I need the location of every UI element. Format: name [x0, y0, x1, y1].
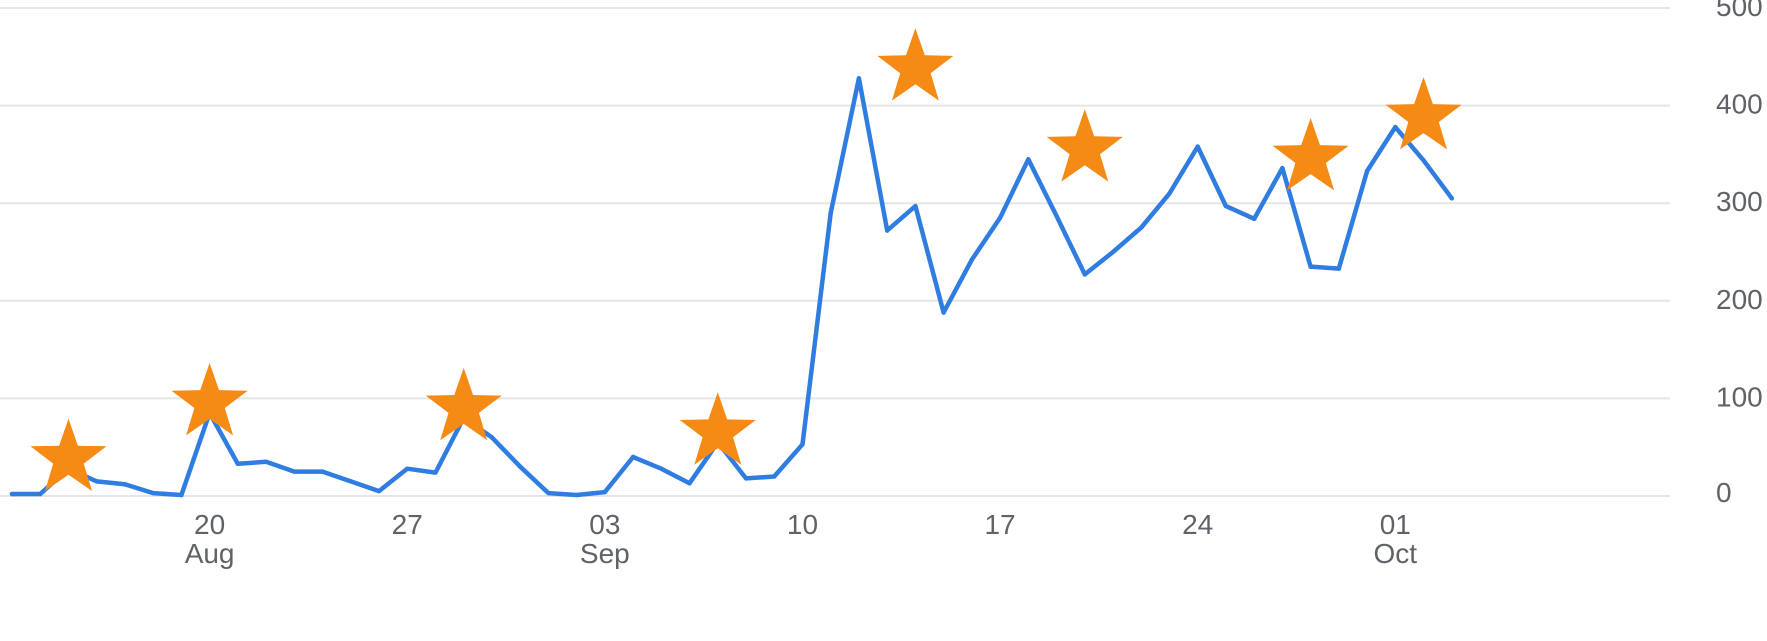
- data-point: [376, 488, 382, 494]
- y-tick-label: 0: [1716, 477, 1732, 508]
- data-point: [800, 442, 805, 447]
- markers-group: [30, 28, 1462, 491]
- data-point: [38, 491, 43, 497]
- y-axis-ticks: 0 100 200 300 400 500: [1716, 0, 1763, 508]
- star-marker-icon: [425, 367, 502, 441]
- y-tick-label: 300: [1716, 186, 1763, 217]
- gridlines: [0, 7, 1670, 497]
- data-point: [941, 310, 946, 315]
- data-point: [1026, 157, 1031, 162]
- data-point: [743, 476, 749, 481]
- x-tick-label: 27: [392, 509, 423, 540]
- series-group: [9, 76, 1455, 498]
- data-point: [687, 481, 692, 486]
- x-tick-month-label: Sep: [580, 538, 630, 569]
- y-tick-label: 100: [1716, 381, 1763, 412]
- series-line: [9, 76, 1455, 498]
- x-tick-label: 20: [194, 509, 225, 540]
- data-point: [1223, 203, 1229, 209]
- data-point: [1449, 196, 1454, 201]
- data-point: [913, 203, 918, 209]
- data-point: [235, 461, 241, 466]
- data-point: [9, 491, 15, 497]
- data-point: [602, 489, 608, 495]
- y-tick-label: 500: [1716, 0, 1763, 22]
- data-point: [1195, 144, 1200, 149]
- x-tick-label: 03: [589, 509, 620, 540]
- data-point: [1167, 191, 1172, 196]
- data-point: [1110, 249, 1116, 255]
- data-point: [1364, 168, 1370, 174]
- data-point: [320, 469, 325, 474]
- data-point: [405, 466, 410, 471]
- data-point: [292, 469, 297, 474]
- data-point: [1251, 216, 1257, 222]
- data-point: [348, 479, 353, 484]
- data-point: [150, 490, 156, 496]
- data-point: [1054, 213, 1059, 219]
- data-point: [433, 470, 438, 475]
- x-tick-label: 17: [984, 509, 1015, 540]
- data-point: [1336, 266, 1342, 271]
- data-point: [574, 492, 579, 498]
- data-point: [263, 459, 269, 465]
- x-tick-label: 24: [1182, 509, 1213, 540]
- y-tick-label: 400: [1716, 89, 1763, 120]
- data-point: [1280, 165, 1285, 171]
- data-point: [969, 257, 975, 263]
- data-point: [489, 435, 495, 440]
- data-point: [884, 228, 890, 233]
- star-marker-icon: [1385, 77, 1462, 150]
- x-tick-month-label: Aug: [185, 538, 235, 569]
- x-tick-month-label: Oct: [1374, 538, 1418, 569]
- star-marker-icon: [1046, 109, 1123, 182]
- data-point: [856, 76, 862, 81]
- data-point: [1308, 264, 1313, 269]
- star-marker-icon: [30, 418, 107, 491]
- data-point: [772, 474, 777, 479]
- data-point: [659, 466, 664, 471]
- data-point: [1082, 272, 1087, 277]
- data-point: [517, 464, 523, 469]
- star-marker-icon: [877, 28, 954, 101]
- x-tick-label: 01: [1380, 509, 1411, 540]
- y-tick-label: 200: [1716, 284, 1763, 315]
- data-point: [1421, 158, 1426, 163]
- data-point: [179, 492, 184, 498]
- data-point: [1393, 124, 1398, 130]
- star-marker-icon: [1272, 118, 1349, 191]
- star-marker-icon: [679, 392, 756, 465]
- data-point: [94, 479, 99, 484]
- x-tick-label: 10: [787, 509, 818, 540]
- data-point: [122, 482, 128, 487]
- data-point: [1139, 225, 1144, 230]
- star-marker-icon: [171, 363, 248, 436]
- data-point: [997, 215, 1003, 221]
- data-point: [546, 490, 551, 496]
- data-point: [828, 210, 833, 216]
- data-point: [630, 454, 636, 460]
